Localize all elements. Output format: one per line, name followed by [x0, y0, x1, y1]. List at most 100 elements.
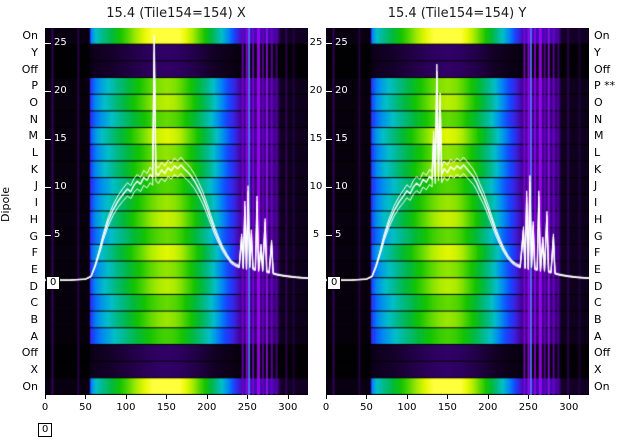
- y-tick-label: 5: [54, 229, 61, 240]
- y-tick-mark: [326, 91, 332, 92]
- row-label-left: F: [31, 246, 38, 260]
- row-label-right: F: [594, 246, 601, 260]
- x-tick-mark: [447, 395, 449, 399]
- gap-y-tick-label: 15: [309, 133, 323, 144]
- row-label-right: J: [594, 179, 598, 193]
- row-label-right: K: [594, 162, 602, 176]
- gap-y-tick-label: 25: [309, 37, 323, 48]
- y-tick-label: 25: [335, 37, 348, 48]
- row-label-left: K: [30, 162, 38, 176]
- y-tick-label: 10: [335, 181, 348, 192]
- row-label-right: E: [594, 262, 601, 276]
- row-label-right: D: [594, 279, 603, 293]
- panel-title-y: 15.4 (Tile154=154) Y: [387, 6, 527, 21]
- x-tick-label: 300: [559, 402, 579, 413]
- row-label-right: P **: [594, 79, 616, 93]
- row-label-right: H: [594, 212, 603, 226]
- x-tick-label: 150: [437, 402, 457, 413]
- row-label-right: A: [594, 329, 602, 343]
- x-tick-label: 0: [322, 402, 330, 413]
- row-label-right: I: [594, 196, 598, 210]
- row-label-right: Off: [594, 62, 611, 76]
- y-tick-mark: [326, 43, 332, 44]
- row-label-right: On: [594, 29, 610, 43]
- x-tick-label: 200: [478, 402, 498, 413]
- x-tick-mark: [487, 395, 489, 399]
- row-label-left: Off: [21, 62, 38, 76]
- x-tick-label: 50: [79, 402, 92, 413]
- y-tick-mark: [45, 187, 51, 188]
- row-label-right: Off: [594, 346, 611, 360]
- row-label-left: X: [30, 362, 38, 376]
- row-label-left: M: [28, 129, 39, 143]
- row-label-left: On: [22, 379, 38, 393]
- x-tick-label: 50: [360, 402, 373, 413]
- x-tick-mark: [406, 395, 408, 399]
- row-label-left: O: [29, 96, 38, 110]
- row-label-left: D: [29, 279, 38, 293]
- row-label-left: G: [29, 229, 38, 243]
- x-tick-mark: [166, 395, 168, 399]
- row-label-right: L: [594, 146, 601, 160]
- gap-y-tick-label: 5: [312, 229, 320, 240]
- y-tick-mark: [326, 187, 332, 188]
- y-tick-label: 15: [54, 133, 67, 144]
- x-tick-label: 100: [116, 402, 136, 413]
- x-tick-label: 150: [156, 402, 176, 413]
- y-tick-mark: [45, 91, 51, 92]
- row-label-left: I: [34, 196, 38, 210]
- row-label-left: N: [29, 112, 38, 126]
- y-tick-mark: [45, 139, 51, 140]
- row-label-right: Y: [594, 46, 601, 60]
- y-tick-label: 10: [54, 181, 67, 192]
- x-tick-mark: [125, 395, 127, 399]
- gap-y-tick-label: 10: [309, 181, 323, 192]
- y-tick-label: 25: [54, 37, 67, 48]
- row-label-left: A: [30, 329, 38, 343]
- y-zero-box: 0: [46, 276, 61, 290]
- y-tick-label: 15: [335, 133, 348, 144]
- y-tick-mark: [326, 235, 332, 236]
- row-label-right: G: [594, 229, 603, 243]
- y-zero-box: 0: [327, 276, 342, 290]
- x-tick-label: 250: [518, 402, 538, 413]
- corner-zero-box: 0: [38, 423, 53, 437]
- y-tick-mark: [326, 139, 332, 140]
- row-label-right: On: [594, 379, 610, 393]
- x-tick-label: 200: [197, 402, 217, 413]
- panel-title-x: 15.4 (Tile154=154) X: [106, 6, 246, 21]
- row-label-left: L: [31, 146, 38, 160]
- x-tick-label: 300: [278, 402, 298, 413]
- row-label-right: O: [594, 96, 603, 110]
- heatmap-canvas-left: [45, 28, 308, 395]
- x-tick-label: 100: [397, 402, 417, 413]
- x-tick-mark: [568, 395, 570, 399]
- y-tick-mark: [45, 235, 51, 236]
- x-tick-mark: [247, 395, 249, 399]
- y-tick-mark: [45, 43, 51, 44]
- x-tick-mark: [528, 395, 530, 399]
- row-label-right: N: [594, 112, 603, 126]
- x-tick-label: 0: [41, 402, 49, 413]
- heatmap-canvas-right: [326, 28, 589, 395]
- row-label-left: H: [29, 212, 38, 226]
- x-tick-mark: [287, 395, 289, 399]
- row-label-left: C: [30, 296, 38, 310]
- x-tick-mark: [45, 395, 46, 399]
- row-label-left: J: [34, 179, 38, 193]
- row-label-right: B: [594, 312, 602, 326]
- y-tick-label: 20: [54, 85, 67, 96]
- row-label-left: B: [30, 312, 38, 326]
- x-tick-label: 250: [237, 402, 257, 413]
- row-label-right: M: [594, 129, 604, 143]
- x-tick-mark: [326, 395, 327, 399]
- row-label-left: On: [22, 29, 38, 43]
- row-label-left: P: [31, 79, 38, 93]
- y-tick-label: 5: [335, 229, 342, 240]
- y-tick-label: 20: [335, 85, 348, 96]
- x-tick-mark: [366, 395, 368, 399]
- row-label-left: Y: [31, 46, 38, 60]
- row-label-left: Off: [21, 346, 38, 360]
- gap-y-tick-label: 20: [309, 85, 323, 96]
